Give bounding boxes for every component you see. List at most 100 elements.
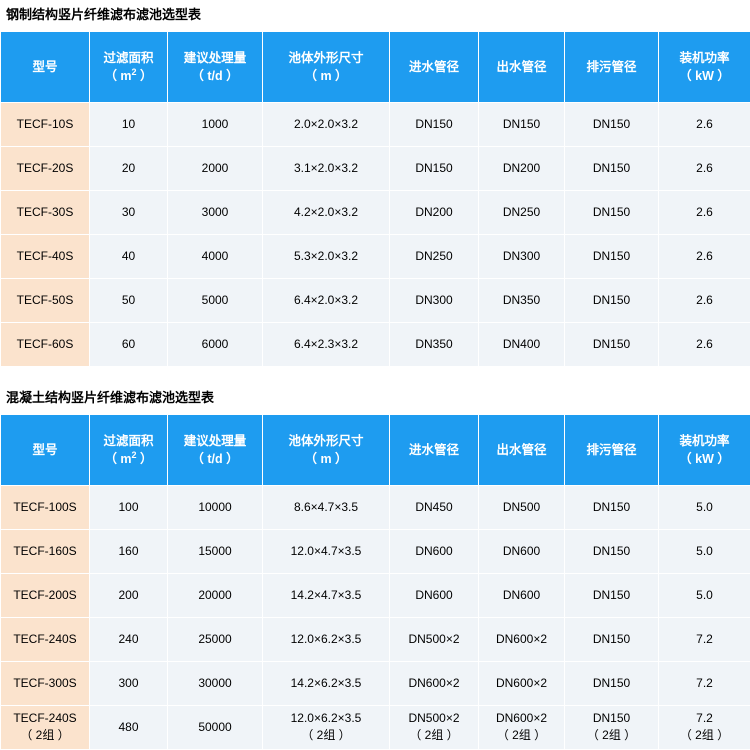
- table-row: TECF-160S 160 15000 12.0×4.7×3.5 DN600 DN600 D…: [0, 528, 750, 574]
- cell-sub-text: （ 2组 ）: [586, 728, 637, 743]
- header-unit: （ kW ）: [679, 451, 730, 466]
- cell-model: TECF-240S: [0, 616, 90, 662]
- table-row: TECF-20S 20 2000 3.1×2.0×3.2 DN150 DN200 DN150…: [0, 145, 750, 191]
- table-cell: 5.0: [658, 572, 750, 618]
- table-cell: DN200: [478, 145, 565, 191]
- table-row: TECF-10S 10 1000 2.0×2.0×3.2 DN150 DN150 DN150…: [0, 101, 750, 147]
- spec-table-1: 型号 过滤面积（ m2 ） 建议处理量 （ t/d ） 池体外形尺寸 （ m ） 进水管径 出…: [0, 30, 750, 367]
- table-cell: 20: [89, 145, 168, 191]
- table-2-header-cell-1: 过滤面积（ m2 ）: [89, 413, 168, 486]
- table-cell: 7.2 （ 2组 ）: [658, 704, 750, 750]
- table-cell: DN500×2 （ 2组 ）: [389, 704, 479, 750]
- table-cell: DN350: [478, 277, 565, 323]
- table-cell: 12.0×4.7×3.5: [262, 528, 390, 574]
- header-label: 型号: [32, 442, 58, 457]
- table-cell: 5.0: [658, 484, 750, 530]
- table-cell: 15000: [167, 528, 263, 574]
- header-label: 建议处理量: [183, 50, 247, 65]
- table-2-header-cell-3: 池体外形尺寸 （ m ）: [262, 413, 390, 486]
- header-label: 池体外形尺寸: [288, 50, 364, 65]
- cell-model: TECF-30S: [0, 189, 90, 235]
- table-cell: 2.6: [658, 321, 750, 367]
- table-cell: 5000: [167, 277, 263, 323]
- cell-model: TECF-160S: [0, 528, 90, 574]
- table-row: TECF-60S 60 6000 6.4×2.3×3.2 DN350 DN400 DN150…: [0, 321, 750, 367]
- table-cell: 20000: [167, 572, 263, 618]
- table-cell: DN150 （ 2组 ）: [564, 704, 659, 750]
- table-2-header-cell-4: 进水管径: [389, 413, 479, 486]
- table-cell: DN150: [564, 233, 659, 279]
- table-1-header-cell-1: 过滤面积（ m2 ）: [89, 30, 168, 103]
- table-cell: 6.4×2.3×3.2: [262, 321, 390, 367]
- table-cell: 60: [89, 321, 168, 367]
- table-cell: DN250: [389, 233, 479, 279]
- header-label: 型号: [32, 59, 58, 74]
- table-cell: DN150: [564, 321, 659, 367]
- table-cell: DN150: [564, 189, 659, 235]
- table-cell: 200: [89, 572, 168, 618]
- table-cell: 5.0: [658, 528, 750, 574]
- header-label: 装机功率: [679, 50, 730, 65]
- cell-model: TECF-60S: [0, 321, 90, 367]
- cell-main-text: DN500×2: [408, 711, 460, 726]
- table-cell: 2.6: [658, 189, 750, 235]
- cell-model: TECF-240S （ 2组 ）: [0, 704, 90, 750]
- table-cell: 3000: [167, 189, 263, 235]
- header-label: 建议处理量: [183, 433, 247, 448]
- cell-main-text: 480: [118, 719, 139, 734]
- cell-sub-text: （ 2组 ）: [301, 728, 351, 743]
- header-label: 进水管径: [408, 442, 459, 457]
- table-cell: 40: [89, 233, 168, 279]
- table-1-header-cell-4: 进水管径: [389, 30, 479, 103]
- table-cell: 12.0×6.2×3.5: [262, 616, 390, 662]
- table-cell: DN150: [564, 616, 659, 662]
- table-cell: 14.2×6.2×3.5: [262, 660, 390, 706]
- table-cell: 25000: [167, 616, 263, 662]
- cell-main-text: DN600×2: [495, 711, 548, 726]
- cell-sub-text: （ 2组 ）: [496, 728, 547, 743]
- table-cell: DN600: [478, 572, 565, 618]
- cell-sub-text: （ 2组 ）: [409, 728, 459, 743]
- table-cell: 3.1×2.0×3.2: [262, 145, 390, 191]
- header-unit: （ t/d ）: [191, 451, 239, 466]
- table-2-header-cell-7: 装机功率 （ kW ）: [658, 413, 750, 486]
- table-2-header-cell-2: 建议处理量 （ t/d ）: [167, 413, 263, 486]
- table-cell: 6.4×2.0×3.2: [262, 277, 390, 323]
- cell-model: TECF-20S: [0, 145, 90, 191]
- table-1-header-cell-0: 型号: [0, 30, 90, 103]
- table-header-row: 型号 过滤面积（ m2 ） 建议处理量 （ t/d ） 池体外形尺寸 （ m ） 进水管径 出…: [0, 413, 750, 486]
- table-cell: 240: [89, 616, 168, 662]
- table-cell: 14.2×4.7×3.5: [262, 572, 390, 618]
- table-cell: 4000: [167, 233, 263, 279]
- table-row: TECF-300S 300 30000 14.2×6.2×3.5 DN600×2 DN60…: [0, 660, 750, 706]
- cell-sub-text: （ 2组 ）: [679, 728, 730, 743]
- table-row: TECF-240S 240 25000 12.0×6.2×3.5 DN500×2 DN60…: [0, 616, 750, 662]
- table-cell: 7.2: [658, 660, 750, 706]
- table-cell: 2.6: [658, 233, 750, 279]
- header-label: 排污管径: [586, 442, 637, 457]
- table-cell: 30: [89, 189, 168, 235]
- table-cell: DN600: [389, 572, 479, 618]
- cell-model: TECF-200S: [0, 572, 90, 618]
- table-row: TECF-40S 40 4000 5.3×2.0×3.2 DN250 DN300 DN150…: [0, 233, 750, 279]
- header-label: 装机功率: [679, 433, 730, 448]
- table-2-header-cell-5: 出水管径: [478, 413, 565, 486]
- cell-main-text: 7.2: [696, 711, 713, 726]
- cell-main-text: TECF-240S: [13, 711, 77, 726]
- table-cell: 2.0×2.0×3.2: [262, 101, 390, 147]
- table-cell: 6000: [167, 321, 263, 367]
- table-cell: 50: [89, 277, 168, 323]
- cell-model: TECF-100S: [0, 484, 90, 530]
- superscript: 2: [131, 449, 137, 460]
- table-cell: DN150: [389, 145, 479, 191]
- table-cell: 2.6: [658, 277, 750, 323]
- table-cell: DN250: [478, 189, 565, 235]
- header-unit: （ t/d ）: [191, 68, 239, 83]
- table-cell: 10: [89, 101, 168, 147]
- table-cell: DN150: [564, 528, 659, 574]
- superscript: 2: [131, 66, 137, 77]
- header-label: 池体外形尺寸: [288, 433, 364, 448]
- table-cell: 50000: [167, 704, 263, 750]
- table-cell: DN600×2: [478, 660, 565, 706]
- table-cell: 300: [89, 660, 168, 706]
